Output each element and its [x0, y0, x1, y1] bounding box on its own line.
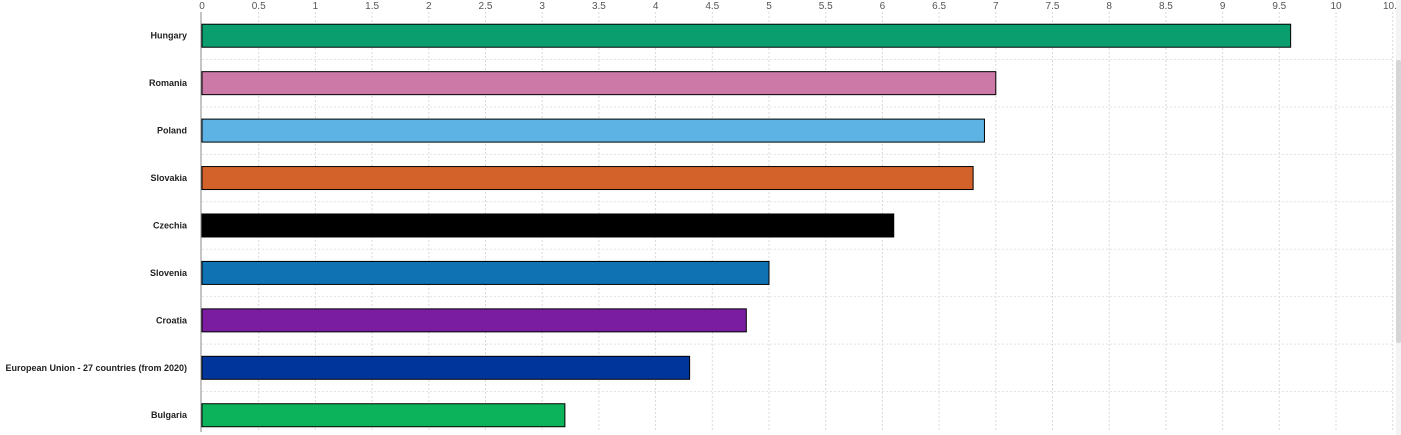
category-label: Slovenia	[150, 268, 188, 278]
bars	[201, 23, 1292, 428]
category-label: Bulgaria	[151, 410, 188, 420]
bar[interactable]	[201, 23, 1292, 48]
category-label: Croatia	[156, 315, 188, 325]
x-tick-label: 4	[653, 1, 659, 12]
bar[interactable]	[201, 403, 566, 428]
x-tick-label: 0.5	[252, 1, 266, 12]
bar[interactable]	[201, 118, 985, 143]
x-tick-label: 5	[766, 1, 772, 12]
vertical-scrollbar[interactable]	[1396, 0, 1401, 435]
x-tick-label: 10	[1330, 1, 1342, 12]
x-tick-label: 2	[426, 1, 432, 12]
x-tick-label: 5.5	[819, 1, 833, 12]
x-tick-label: 0	[199, 1, 205, 12]
x-tick-label: 3.5	[592, 1, 606, 12]
bar[interactable]	[201, 71, 997, 96]
x-tick-label: 1.5	[365, 1, 379, 12]
bar[interactable]	[201, 308, 747, 333]
x-tick-label: 9	[1220, 1, 1226, 12]
scrollbar-thumb[interactable]	[1396, 60, 1401, 343]
x-tick-label: 10.5	[1383, 1, 1401, 12]
category-labels: Hungary Romania Poland Slovakia Czechia Slove…	[5, 31, 188, 421]
bar[interactable]	[201, 166, 974, 191]
x-tick-label: 4.5	[705, 1, 719, 12]
x-tick-label: 8	[1106, 1, 1112, 12]
category-label: Hungary	[150, 31, 187, 41]
x-tick-label: 6	[880, 1, 886, 12]
bar[interactable]	[201, 213, 895, 238]
x-tick-label: 8.5	[1159, 1, 1173, 12]
category-label: Poland	[157, 126, 187, 136]
x-axis-ticks: 0 0.5 1 1.5 2 2.5 3 3.5 4 4.5 5 5.5 6 6.5 7 7.5 8 8.5 9 9.5…	[199, 1, 1401, 12]
category-label: Czechia	[153, 220, 188, 230]
x-tick-label: 2.5	[479, 1, 493, 12]
x-tick-label: 7	[993, 1, 999, 12]
category-label: European Union - 27 countries (from 2020…	[5, 363, 187, 373]
bar[interactable]	[201, 355, 691, 380]
x-tick-label: 3	[539, 1, 545, 12]
x-tick-label: 7.5	[1046, 1, 1060, 12]
x-tick-label: 6.5	[932, 1, 946, 12]
x-tick-label: 1	[313, 1, 319, 12]
category-label: Romania	[149, 78, 188, 88]
x-tick-label: 9.5	[1272, 1, 1286, 12]
bar[interactable]	[201, 260, 770, 285]
category-label: Slovakia	[150, 173, 188, 183]
